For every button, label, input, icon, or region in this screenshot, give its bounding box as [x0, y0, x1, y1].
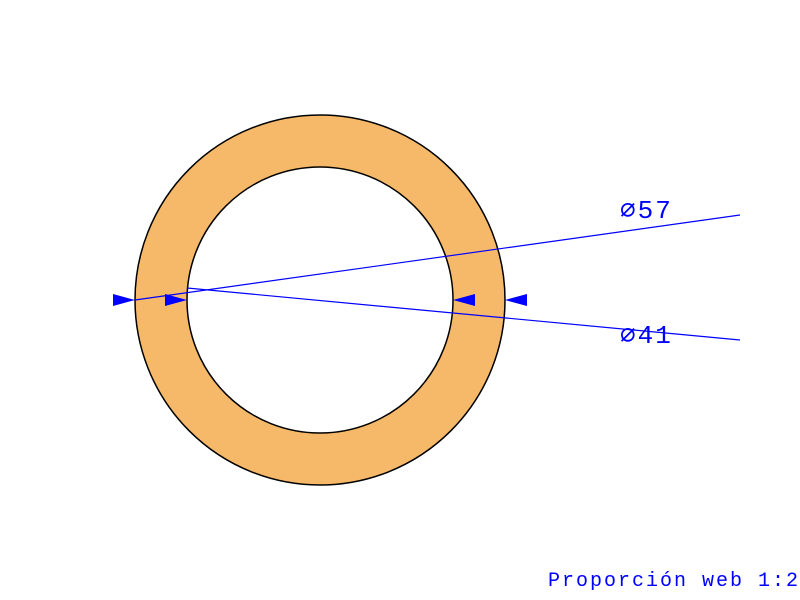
dim-label-inner: ⌀41 — [620, 320, 673, 351]
footer-caption: Proporción web 1:2 — [548, 570, 800, 593]
diagram-canvas: ⌀57 ⌀41 Proporción web 1:2 — [0, 0, 800, 600]
dimension-arrowhead — [505, 294, 527, 306]
dimension-arrowhead — [113, 294, 135, 306]
diagram-svg — [0, 0, 800, 600]
dim-label-outer: ⌀57 — [620, 195, 673, 226]
